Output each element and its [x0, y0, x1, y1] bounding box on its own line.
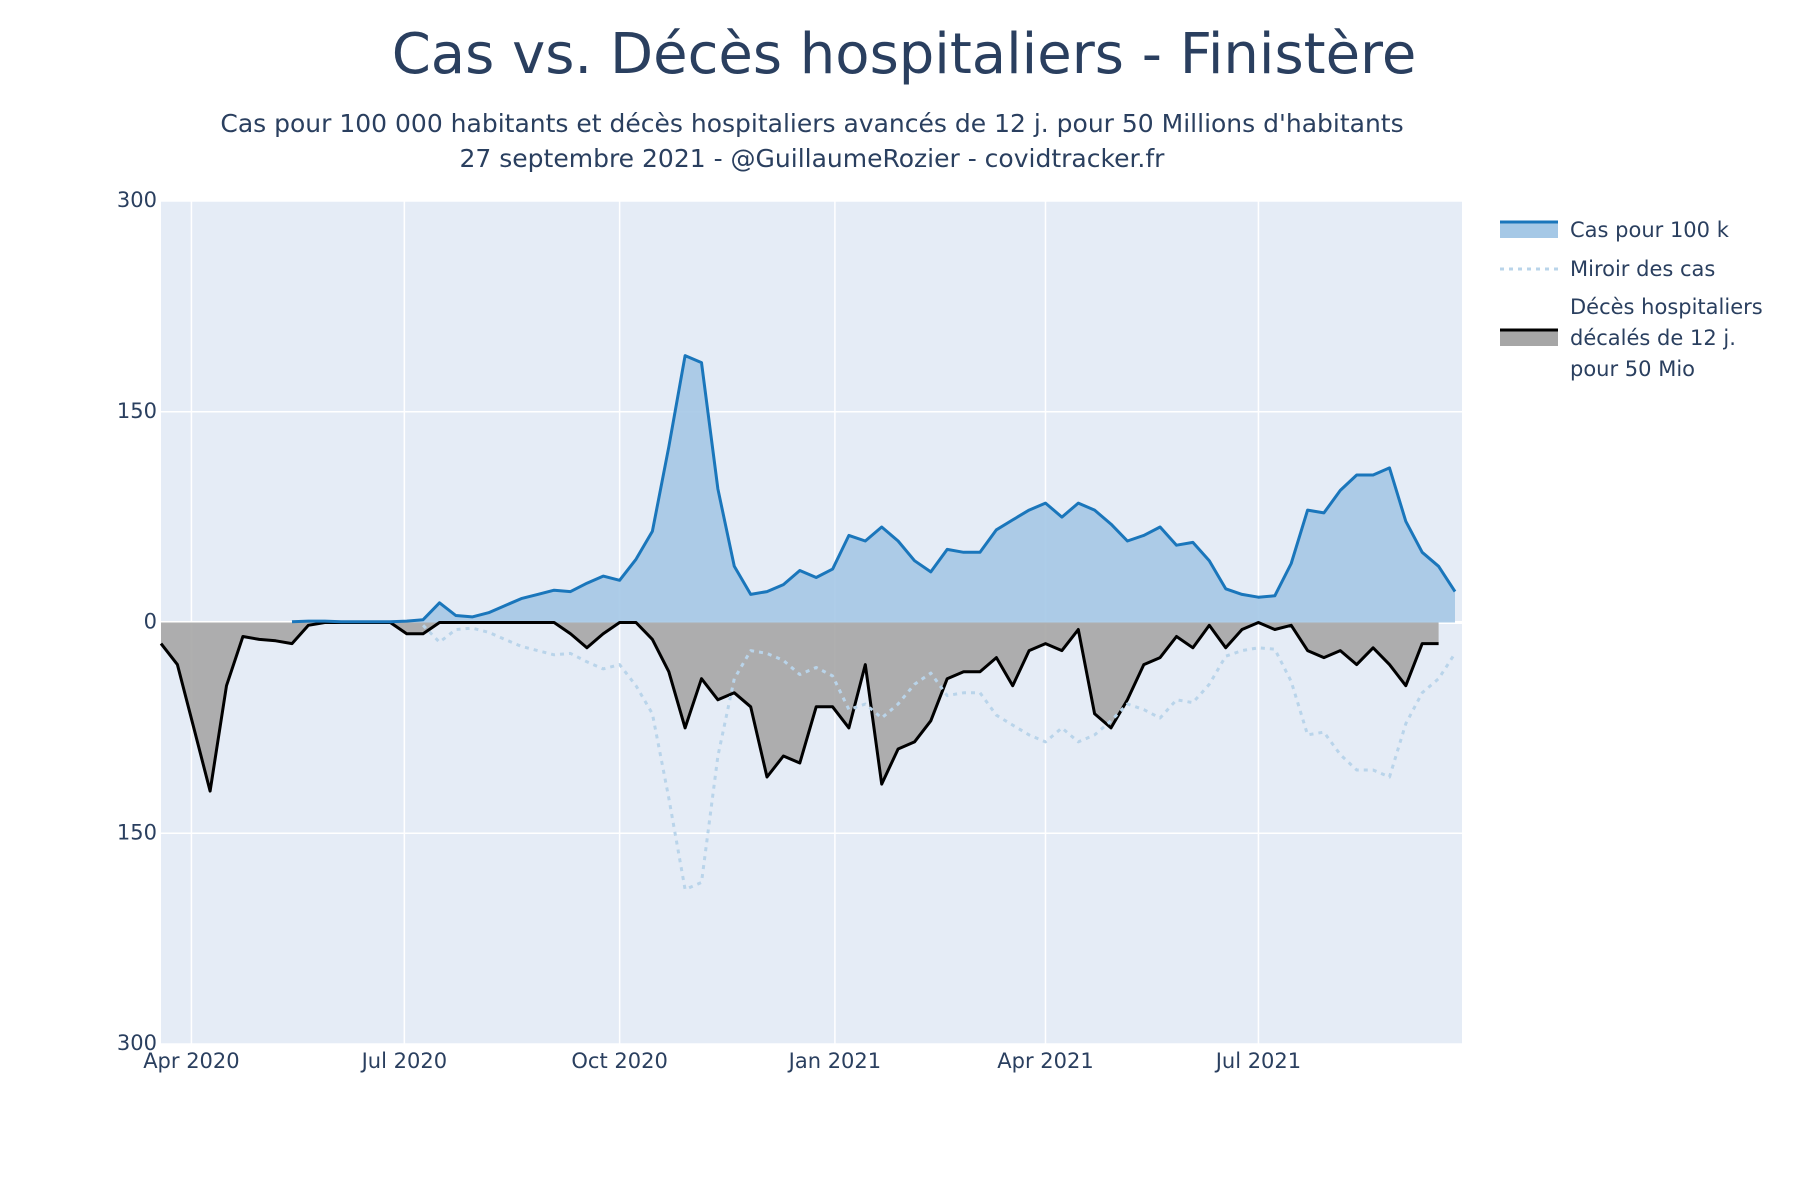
y-tick-label: 0: [144, 610, 157, 634]
y-tick-label: 150: [117, 399, 157, 423]
x-tick-label: Jul 2021: [1214, 1049, 1301, 1073]
x-tick-label: Oct 2020: [571, 1049, 667, 1073]
x-tick-label: Jul 2020: [360, 1049, 447, 1073]
chart-subtitle: Cas pour 100 000 habitants et décès hosp…: [220, 109, 1403, 138]
area-fill: [292, 355, 1455, 623]
y-tick-label: 300: [117, 188, 157, 212]
chart-title: Cas vs. Décès hospitaliers - Finistère: [392, 22, 1417, 87]
legend-swatch: [1500, 330, 1558, 346]
legend-label[interactable]: Cas pour 100 k: [1570, 218, 1729, 242]
series-line: [422, 624, 1457, 891]
legend-swatch: [1500, 222, 1558, 238]
legend-label[interactable]: Miroir des cas: [1570, 257, 1716, 281]
chart-subtitle: 27 septembre 2021 - @GuillaumeRozier - c…: [460, 144, 1166, 173]
x-tick-label: Apr 2021: [997, 1049, 1093, 1073]
x-tick-label: Jan 2021: [787, 1049, 882, 1073]
y-tick-label: 300: [117, 1031, 157, 1055]
area-fill: [161, 622, 1439, 792]
x-tick-label: Apr 2020: [143, 1049, 239, 1073]
legend-label[interactable]: Décès hospitaliers décalés de 12 j. pour…: [1570, 295, 1763, 381]
series-line: [291, 354, 1457, 624]
y-tick-label: 150: [117, 820, 157, 844]
